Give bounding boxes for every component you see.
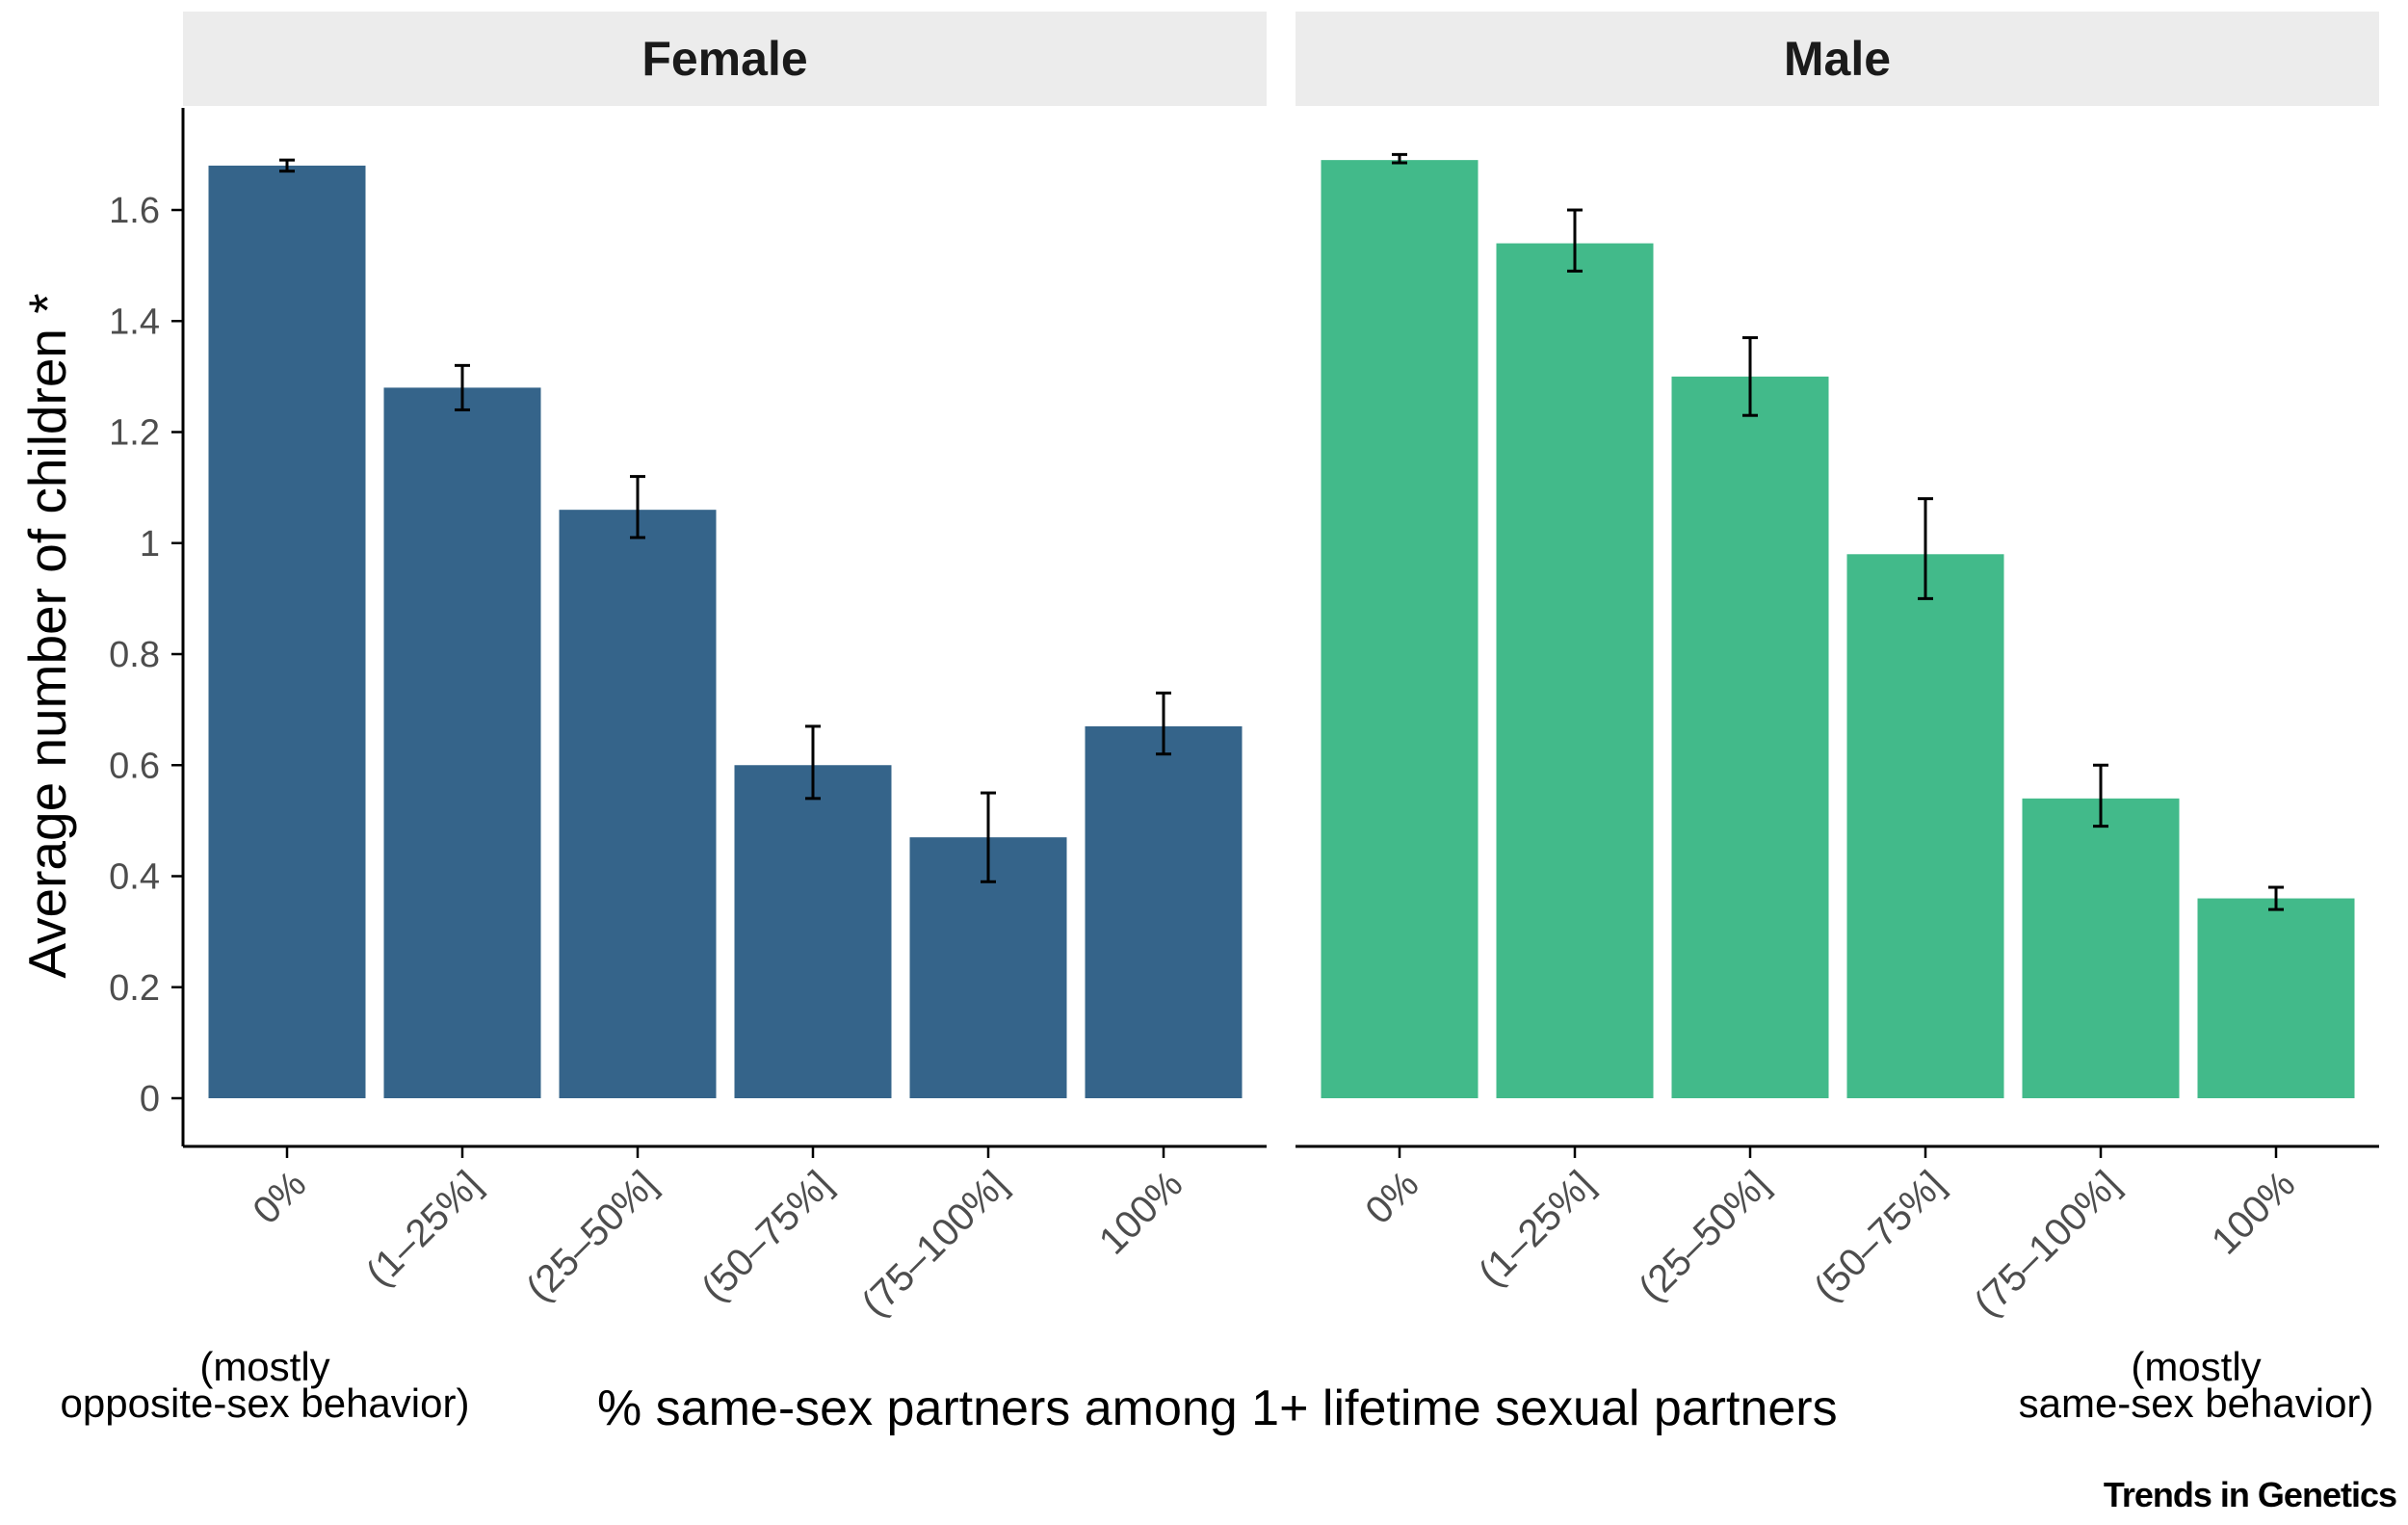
bar — [383, 387, 541, 1098]
left-annotation-line2: opposite-sex behavior) — [60, 1380, 470, 1426]
y-tick-label: 1 — [140, 524, 160, 565]
bar — [2197, 898, 2355, 1098]
bar — [734, 765, 892, 1098]
bar — [1085, 725, 1243, 1098]
facet-strip — [1296, 12, 2379, 106]
x-tick-label: (1–25%] — [1471, 1163, 1602, 1294]
y-tick-label: 0.4 — [109, 857, 160, 898]
x-tick-label: (1–25%] — [358, 1163, 489, 1294]
x-axis-title: % same-sex partners among 1+ lifetime se… — [597, 1380, 1838, 1436]
bar — [1846, 554, 2004, 1098]
bar — [1321, 160, 1479, 1098]
facet-strip-label: Male — [1784, 32, 1891, 86]
facet-strip — [183, 12, 1267, 106]
x-tick-label: 0% — [1357, 1163, 1426, 1232]
y-tick-label: 0.6 — [109, 746, 160, 786]
facet-strip-label: Female — [641, 32, 807, 86]
right-annotation-line1: (mostly — [2131, 1344, 2262, 1389]
journal-credit: Trends in Genetics — [2103, 1475, 2397, 1514]
x-tick-label: 100% — [2204, 1163, 2303, 1262]
bar — [1671, 376, 1829, 1098]
x-tick-label: (75–100%] — [1966, 1163, 2128, 1325]
x-tick-label: 100% — [1091, 1163, 1191, 1262]
bar — [559, 510, 717, 1098]
bar — [208, 165, 366, 1098]
y-tick-label: 0 — [140, 1079, 160, 1119]
x-tick-label: (50–75%] — [694, 1163, 840, 1309]
x-tick-label: 0% — [245, 1163, 314, 1232]
y-tick-label: 1.4 — [109, 302, 160, 342]
bar — [1496, 243, 1654, 1098]
y-tick-label: 1.6 — [109, 191, 160, 231]
bar — [2022, 798, 2180, 1098]
y-tick-label: 1.2 — [109, 413, 160, 454]
x-tick-label: (75–100%] — [853, 1163, 1015, 1325]
y-axis-title: Average number of children * — [17, 293, 77, 978]
left-annotation-line1: (mostly — [199, 1344, 330, 1389]
right-annotation: (mostly same-sex behavior) — [1994, 1344, 2398, 1426]
x-tick-label: (50–75%] — [1806, 1163, 1952, 1309]
y-tick-label: 0.2 — [109, 968, 160, 1009]
y-tick-label: 0.8 — [109, 635, 160, 675]
right-annotation-line2: same-sex behavior) — [2018, 1380, 2374, 1426]
left-annotation: (mostly opposite-sex behavior) — [39, 1344, 491, 1426]
x-tick-label: (25–50%] — [518, 1163, 665, 1309]
x-tick-label: (25–50%] — [1631, 1163, 1777, 1309]
